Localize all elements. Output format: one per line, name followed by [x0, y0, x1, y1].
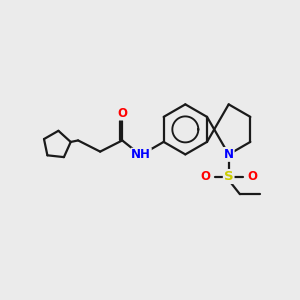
Text: O: O [247, 170, 257, 183]
Text: O: O [117, 107, 127, 120]
Text: N: N [224, 148, 234, 161]
Text: NH: NH [131, 148, 151, 161]
Text: O: O [200, 170, 210, 183]
Text: S: S [224, 170, 233, 183]
